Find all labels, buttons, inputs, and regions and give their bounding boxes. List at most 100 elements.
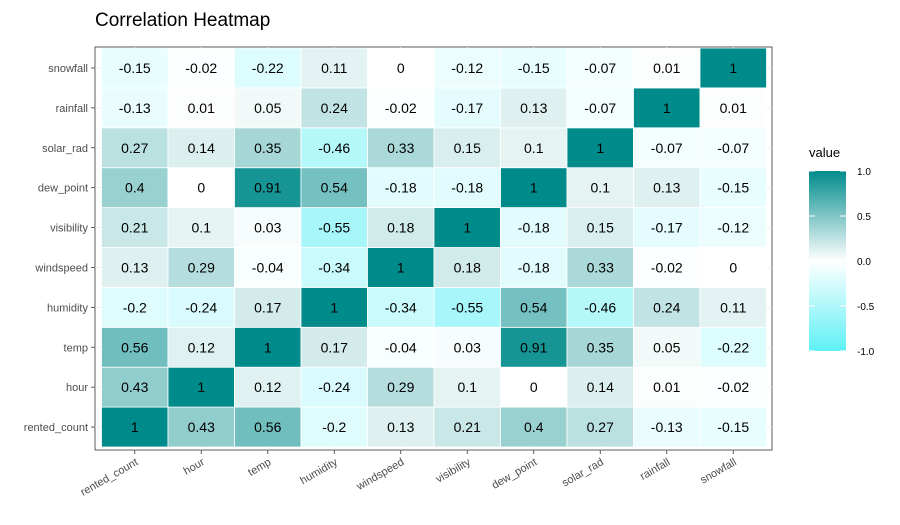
heatmap-cell <box>300 87 368 129</box>
color-legend: value 1.0 0.5 0.0 -0.5 -1.0 <box>809 145 875 358</box>
x-axis: rented_count hour temp humidity windspeed vis… <box>79 450 739 499</box>
cell-value-label: -0.34 <box>385 299 417 315</box>
heatmap-cell <box>167 167 235 208</box>
cell-value-label: -0.2 <box>322 419 346 435</box>
heatmap-cell <box>433 247 501 288</box>
heatmap-cell <box>566 286 634 328</box>
heatmap-cell <box>367 127 435 169</box>
cell-value-label: 0.21 <box>454 419 481 435</box>
heatmap-cell <box>433 167 501 208</box>
cell-value-label: 0.11 <box>321 60 347 76</box>
heatmap-cells <box>101 47 767 448</box>
cell-value-label: 0 <box>530 379 538 395</box>
heatmap-cell <box>500 167 568 208</box>
y-axis: rented_count hour temp humidity windspeed vis… <box>24 63 95 434</box>
cell-value-label: 0.17 <box>254 299 281 315</box>
cell-value-label: 0.13 <box>653 180 680 196</box>
heatmap-cell <box>367 247 435 288</box>
cell-value-label: -0.07 <box>584 100 616 116</box>
cell-value-label: 1 <box>264 339 272 355</box>
cell-value-label: -0.24 <box>318 379 350 395</box>
cell-value-label: -0.2 <box>123 299 147 315</box>
heatmap-cell <box>234 127 302 169</box>
cell-value-labels: 1 0.43 0.56 -0.2 0.13 0.21 0.4 0.27 -0.13 -0.15 0.… <box>119 60 750 435</box>
cell-value-label: -0.22 <box>717 339 749 355</box>
cell-value-label: -0.24 <box>185 299 217 315</box>
cell-value-label: 0.14 <box>188 140 215 156</box>
cell-value-label: 0.24 <box>653 299 680 315</box>
cell-value-label: -0.13 <box>651 419 683 435</box>
cell-value-label: -0.34 <box>318 259 350 275</box>
heatmap-cell <box>633 47 701 89</box>
cell-value-label: 0.27 <box>121 140 148 156</box>
legend-tick-label: -0.5 <box>857 302 875 313</box>
y-tick-label: rented_count <box>24 422 88 434</box>
heatmap-cell <box>699 326 767 368</box>
cell-value-label: 1 <box>131 419 139 435</box>
heatmap-cell <box>633 87 701 129</box>
cell-value-label: 0.91 <box>520 339 547 355</box>
y-tick-label: rainfall <box>56 103 88 115</box>
cell-value-label: 1 <box>463 220 471 236</box>
heatmap-cell <box>500 366 568 408</box>
heatmap-cell <box>300 207 368 248</box>
cell-value-label: 0 <box>397 60 405 76</box>
cell-value-label: -0.12 <box>451 60 483 76</box>
cell-value-label: 0.18 <box>454 259 481 275</box>
heatmap-cell <box>167 406 235 448</box>
cell-value-label: 0.17 <box>321 339 348 355</box>
cell-value-label: -0.18 <box>518 259 550 275</box>
cell-value-label: -0.55 <box>318 220 350 236</box>
cell-value-label: 0.54 <box>520 299 547 315</box>
heatmap-cell <box>367 326 435 368</box>
cell-value-label: 0.12 <box>188 339 215 355</box>
cell-value-label: 1 <box>197 379 205 395</box>
heatmap-cell <box>367 406 435 448</box>
cell-value-label: 0.21 <box>121 220 148 236</box>
heatmap-cell <box>633 247 701 288</box>
y-tick-label: windspeed <box>34 262 88 274</box>
heatmap-cell <box>167 87 235 129</box>
cell-value-label: 0.13 <box>520 100 547 116</box>
heatmap-cell <box>500 47 568 89</box>
cell-value-label: 0.35 <box>587 339 614 355</box>
heatmap-cell <box>566 247 634 288</box>
legend-tick-label: -1.0 <box>857 347 875 358</box>
cell-value-label: 0.03 <box>454 339 481 355</box>
heatmap-cell <box>101 406 169 448</box>
cell-value-label: -0.15 <box>717 419 749 435</box>
heatmap-cell <box>101 286 169 328</box>
cell-value-label: 0.03 <box>254 220 281 236</box>
y-tick-label: solar_rad <box>42 143 88 155</box>
heatmap-cell <box>433 87 501 129</box>
cell-value-label: 0.15 <box>587 220 614 236</box>
cell-value-label: 0.11 <box>720 299 746 315</box>
cell-value-label: -0.02 <box>385 100 417 116</box>
cell-value-label: -0.13 <box>119 100 151 116</box>
cell-value-label: -0.07 <box>584 60 616 76</box>
cell-value-label: 0.12 <box>254 379 281 395</box>
heatmap-cell <box>234 247 302 288</box>
heatmap-cell <box>500 406 568 448</box>
heatmap-cell <box>101 127 169 169</box>
heatmap-cell <box>101 167 169 208</box>
heatmap-cell <box>234 167 302 208</box>
y-tick-label: temp <box>64 342 88 354</box>
heatmap-cell <box>566 207 634 248</box>
heatmap-cell <box>699 47 767 89</box>
x-tick-label: rented_count <box>79 456 141 499</box>
cell-value-label: 0.24 <box>321 100 348 116</box>
cell-value-label: 0.13 <box>387 419 414 435</box>
heatmap-cell <box>500 127 568 169</box>
x-tick-label: solar_rad <box>560 456 606 489</box>
heatmap-cell <box>433 47 501 89</box>
heatmap-cell <box>234 286 302 328</box>
y-tick-label: hour <box>66 382 88 394</box>
x-tick-label: humidity <box>298 456 340 487</box>
heatmap-cell <box>699 366 767 408</box>
heatmap-cell <box>433 326 501 368</box>
heatmap-cell <box>101 87 169 129</box>
cell-value-label: 0.15 <box>454 140 481 156</box>
cell-value-label: 0.29 <box>387 379 414 395</box>
cell-value-label: 0.4 <box>125 180 145 196</box>
